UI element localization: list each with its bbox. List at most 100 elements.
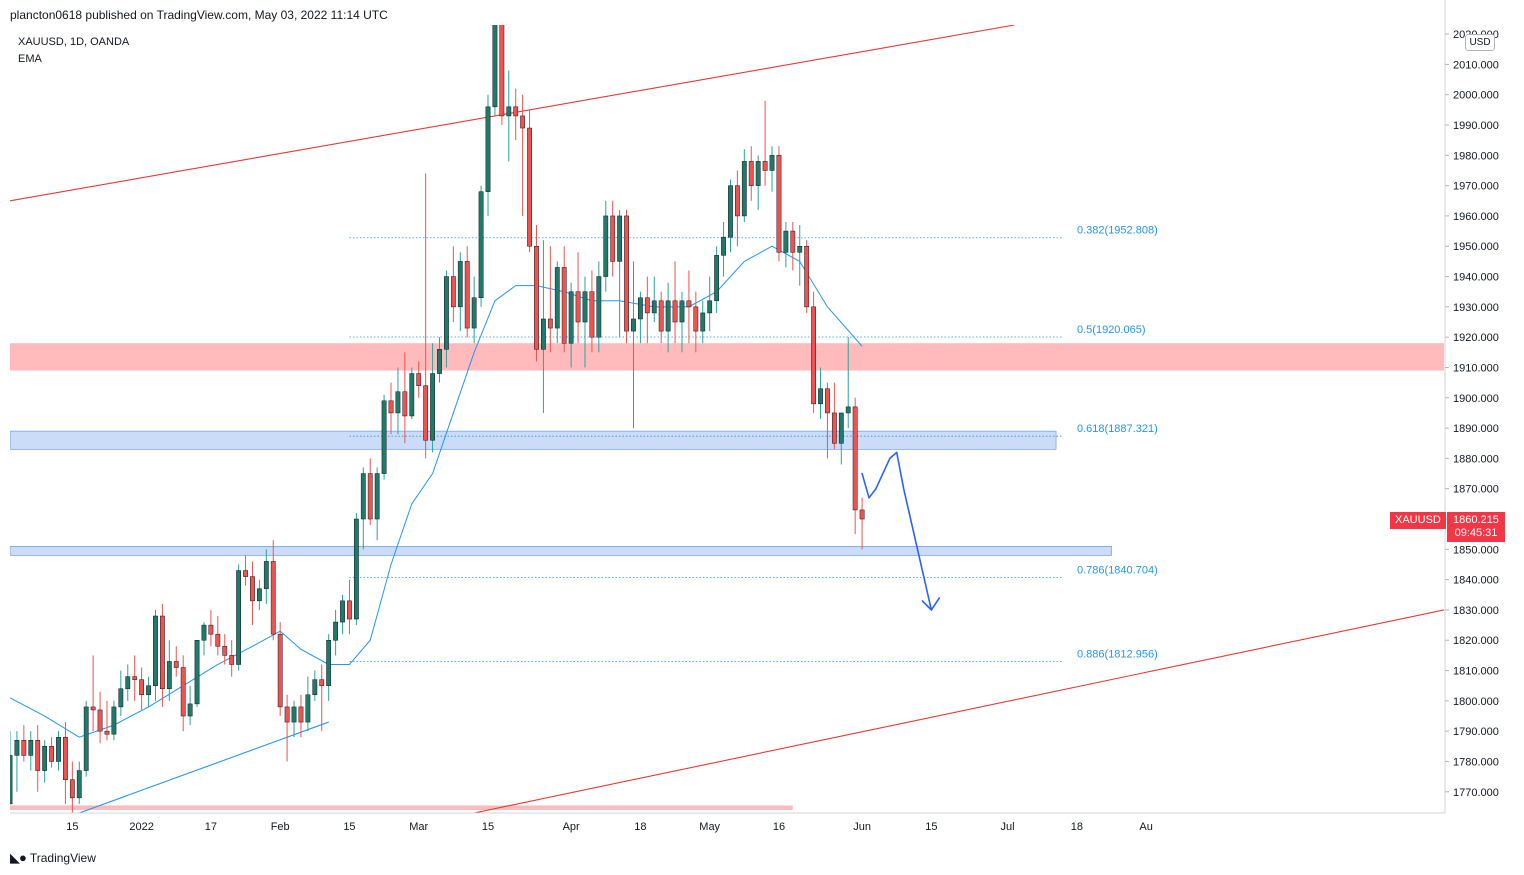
axes-layer: 1770.000 1780.000 1790.000 1800.000 1810.000…	[10, 0, 1499, 833]
candle-body-72	[506, 106, 512, 117]
last-price-symbol: XAUUSD	[1390, 512, 1446, 529]
candle-body-46	[326, 639, 332, 686]
trendlines-layer	[10, 25, 1444, 813]
candle-body-45	[319, 679, 325, 686]
currency-label[interactable]: USD	[1465, 34, 1495, 51]
y-tick-label-22: 1990.000	[1453, 120, 1499, 132]
candle-body-105	[734, 185, 740, 217]
candle-body-53	[374, 473, 380, 520]
candle-body-61	[430, 373, 435, 441]
trendline-uptrend-2	[79, 721, 329, 813]
candle-body-85	[596, 276, 602, 338]
last-price-tag: 1860.215 09:45:31	[1447, 512, 1505, 542]
symbol-legend[interactable]: XAUUSD, 1D, OANDA	[18, 36, 130, 48]
ema-legend[interactable]: EMA	[18, 53, 42, 65]
candle-body-116	[811, 306, 816, 405]
candle-body-100	[700, 312, 706, 332]
candle-body-109	[762, 161, 768, 171]
y-tick-label-10: 1870.000	[1453, 484, 1499, 496]
candle-body-44	[312, 679, 318, 696]
candle-body-102	[714, 255, 720, 302]
candle-body-41	[291, 706, 297, 723]
candle-body-33	[236, 570, 242, 665]
candle-body-99	[693, 306, 699, 332]
candle-body-38	[270, 561, 276, 635]
x-tick-label-12: 15	[925, 821, 937, 833]
brand[interactable]: ◣● TradingView	[10, 850, 96, 866]
candle-body-82	[575, 291, 581, 323]
candle-body-55	[388, 400, 394, 414]
forecast-path	[861, 451, 933, 611]
candle-body-98	[686, 300, 692, 308]
fib-label-2: 0.618(1887.321)	[1077, 423, 1158, 435]
candle-body-36	[256, 588, 262, 602]
candle-body-54	[381, 400, 387, 474]
candle-body-80	[561, 267, 567, 344]
candle-body-63	[444, 276, 449, 350]
candle-body-75	[527, 127, 532, 247]
candle-body-120	[838, 412, 844, 444]
x-tick-label-2: 17	[205, 821, 217, 833]
candle-body-10	[76, 770, 82, 799]
candle-body-7	[56, 736, 61, 762]
candle-body-9	[69, 779, 75, 799]
last-price-value: 1860.215	[1453, 514, 1499, 526]
candle-body-83	[582, 291, 588, 323]
candle-body-81	[568, 291, 574, 344]
y-tick-label-17: 1940.000	[1453, 272, 1499, 284]
y-tick-label-8: 1850.000	[1453, 544, 1499, 556]
candle-body-60	[423, 385, 429, 441]
y-tick-label-15: 1920.000	[1453, 332, 1499, 344]
candle-body-103	[721, 236, 726, 256]
candle-body-8	[63, 736, 68, 780]
candle-body-113	[790, 230, 796, 253]
candle-body-106	[741, 161, 747, 217]
candle-body-76	[534, 245, 539, 350]
zone-resistance-3	[10, 805, 793, 810]
countdown: 09:45:31	[1454, 527, 1498, 539]
trendline-channel-0	[10, 25, 1015, 202]
candle-body-0	[10, 755, 13, 805]
x-tick-label-3: Feb	[271, 821, 290, 833]
candle-body-77	[541, 318, 546, 350]
ema-layer	[10, 245, 863, 738]
y-tick-label-1: 1780.000	[1453, 756, 1499, 768]
y-tick-label-0: 1770.000	[1453, 787, 1499, 799]
candle-body-95	[665, 300, 671, 332]
y-tick-label-23: 2000.000	[1453, 90, 1499, 102]
candle-body-34	[243, 570, 248, 577]
brand-name: TradingView	[29, 851, 96, 865]
fib-label-0: 0.382(1952.808)	[1077, 225, 1158, 237]
candles-layer	[10, 25, 865, 813]
candle-body-18	[132, 676, 138, 680]
candle-body-87	[610, 215, 616, 262]
candle-body-51	[360, 473, 366, 520]
zones-layer	[10, 343, 1444, 810]
candle-body-74	[520, 115, 526, 129]
zone-support-2	[10, 545, 1112, 556]
candle-body-4	[35, 740, 41, 771]
candle-body-28	[201, 624, 207, 641]
candle-body-114	[797, 245, 803, 253]
y-tick-label-16: 1930.000	[1453, 302, 1499, 314]
candle-body-30	[215, 633, 221, 647]
candle-body-93	[651, 300, 657, 314]
x-tick-label-9: May	[699, 821, 720, 833]
candle-body-3	[28, 740, 34, 756]
candle-body-56	[395, 391, 401, 414]
candle-body-47	[333, 621, 338, 641]
candle-body-50	[353, 518, 359, 620]
x-tick-label-5: Mar	[409, 821, 428, 833]
candle-body-112	[783, 230, 789, 253]
y-tick-label-7: 1840.000	[1453, 575, 1499, 587]
candle-body-13	[97, 709, 103, 732]
candle-body-96	[672, 300, 678, 323]
candle-body-49	[347, 600, 352, 620]
x-tick-label-4: 15	[343, 821, 355, 833]
candle-body-78	[547, 318, 553, 329]
fib-label-3: 0.786(1840.704)	[1077, 564, 1158, 576]
candle-body-48	[340, 600, 345, 623]
x-tick-label-11: Jun	[853, 821, 871, 833]
candle-body-122	[852, 406, 858, 511]
